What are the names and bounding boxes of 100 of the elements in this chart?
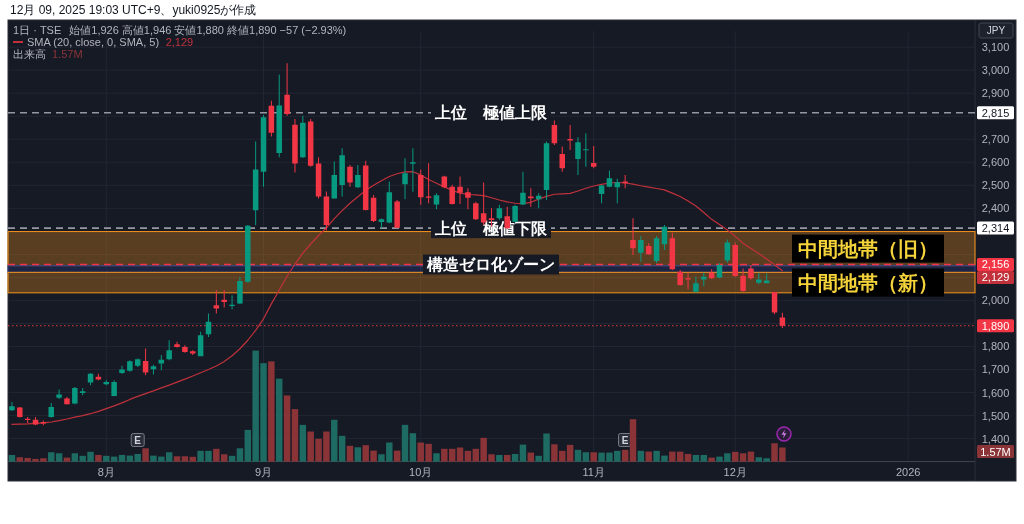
y-tick-label: 3,100 (981, 41, 1010, 54)
bar (346, 445, 354, 462)
bar (684, 453, 692, 462)
candlestick (425, 163, 432, 204)
x-tick-label: 9月 (254, 466, 273, 478)
candlestick (284, 63, 290, 116)
candlestick (339, 148, 345, 197)
legend-label: SMA (20, close, 0, SMA, 5) (27, 36, 160, 48)
bar (63, 457, 71, 462)
candlestick (347, 165, 353, 187)
bar (276, 378, 283, 462)
candlestick (127, 360, 133, 372)
bar (590, 452, 597, 462)
bar (103, 455, 110, 462)
y-tick-label: 1,500 (981, 409, 1010, 422)
y-tick-label: 2,600 (981, 156, 1010, 169)
bar (95, 454, 102, 462)
bar (504, 454, 511, 462)
y-tick-label: 2,900 (981, 87, 1010, 100)
candlestick (292, 118, 298, 173)
bar (181, 456, 189, 462)
x-tick-label: 11月 (582, 466, 605, 478)
bar (142, 448, 149, 462)
candlestick (638, 235, 644, 262)
ref-line-label: 上位 極値上限 (434, 104, 548, 122)
bar (8, 454, 16, 462)
candlestick (693, 276, 699, 293)
candlestick (748, 264, 754, 280)
candlestick (276, 74, 282, 158)
bar (637, 450, 645, 462)
x-tick-label: 8月 (97, 466, 115, 478)
candlestick (740, 268, 746, 292)
candlestick (119, 365, 125, 374)
bar (338, 435, 346, 462)
candlestick (756, 272, 762, 285)
text: 1.57M (980, 445, 1011, 458)
bar (283, 395, 291, 462)
text: 2,314 (981, 222, 1010, 235)
bar (621, 449, 629, 462)
text: 2,815 (981, 106, 1010, 119)
bar (456, 447, 464, 462)
candlestick (410, 148, 416, 192)
y-tick-label: 3,000 (981, 64, 1010, 77)
bar (48, 452, 55, 462)
candlestick (229, 295, 235, 310)
text: 1,890 (981, 319, 1010, 332)
candlestick (40, 420, 47, 426)
text: 1.57M (52, 48, 83, 60)
bar (464, 450, 472, 462)
bar (629, 419, 637, 462)
ref-line-label: 構造ゼロ化ゾーン (426, 255, 555, 273)
x-tick-label: 12月 (723, 466, 747, 478)
bar (692, 454, 700, 462)
text: 2,129 (981, 271, 1010, 284)
text: 2,156 (981, 258, 1010, 271)
bar (433, 453, 440, 462)
bar (110, 456, 118, 462)
y-tick-label: 1,700 (981, 363, 1010, 376)
candlestick (111, 380, 117, 397)
bar (401, 424, 409, 462)
bar (354, 447, 362, 462)
candlestick (449, 184, 455, 205)
annotation: E (134, 435, 142, 446)
line-series (11, 171, 783, 425)
candlestick (473, 201, 479, 221)
candlestick (567, 124, 573, 151)
candlestick (402, 158, 408, 200)
chart-subtitle: 始値1,926 高値1,946 安値1,880 終値1,890 −57 (−2.93%) (69, 24, 347, 36)
candlestick (465, 188, 471, 210)
y-tick-label: 1,800 (981, 340, 1010, 353)
candlestick (457, 176, 463, 204)
bar (173, 456, 181, 462)
x-tick-label: 2026 (895, 466, 921, 478)
candlestick (17, 407, 23, 418)
bar (268, 361, 275, 462)
bar (574, 449, 582, 462)
bar (409, 433, 417, 462)
text: 12月 09, 2025 19:03 UTC+9、yuki0925が作成 (10, 3, 257, 17)
y-tick-label: 2,700 (981, 133, 1010, 146)
y-tick-label: 1,600 (981, 386, 1010, 399)
candlestick (677, 270, 683, 286)
bar (700, 454, 707, 462)
bar (393, 450, 401, 462)
candlestick (166, 340, 172, 361)
bar (299, 424, 307, 462)
bar (519, 444, 527, 462)
candlestick (190, 350, 196, 355)
candlestick (72, 386, 78, 405)
bar (527, 452, 535, 462)
bar (189, 456, 196, 462)
candlestick (378, 218, 385, 229)
text: 出来高 (13, 48, 46, 60)
band-label: 中間地帯（新） (798, 271, 938, 294)
candlestick (182, 345, 188, 353)
annotation: E (621, 435, 629, 446)
candlestick (174, 341, 180, 348)
bar (582, 452, 590, 462)
annotation: 2,129 (165, 36, 194, 48)
candlestick (245, 225, 251, 283)
x-tick-label: 10月 (409, 466, 433, 478)
